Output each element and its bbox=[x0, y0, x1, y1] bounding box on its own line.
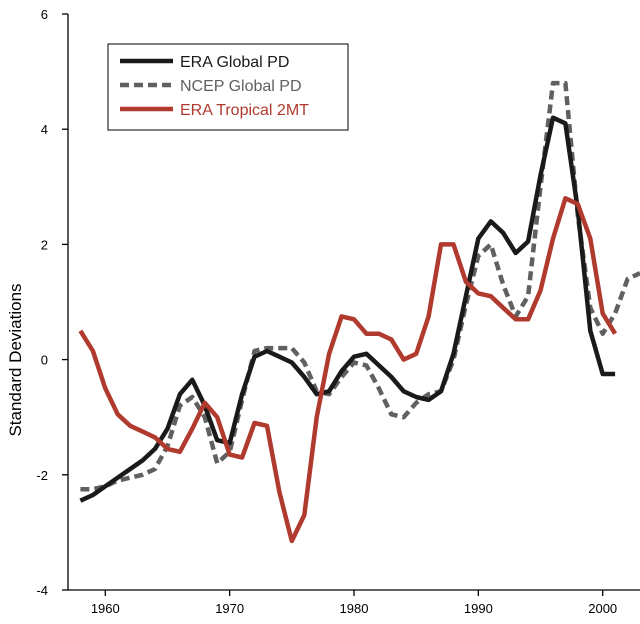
x-tick-label: 1990 bbox=[464, 601, 493, 616]
y-axis-label: Standard Deviations bbox=[6, 283, 25, 436]
x-tick-label: 2000 bbox=[588, 601, 617, 616]
x-tick-label: 1960 bbox=[91, 601, 120, 616]
y-tick-label: 4 bbox=[41, 122, 48, 137]
y-tick-label: -2 bbox=[36, 468, 48, 483]
y-tick-label: -4 bbox=[36, 583, 48, 598]
y-tick-label: 6 bbox=[41, 7, 48, 22]
legend-label-0: ERA Global PD bbox=[180, 54, 289, 71]
x-tick-label: 1980 bbox=[340, 601, 369, 616]
legend-label-2: ERA Tropical 2MT bbox=[180, 102, 309, 119]
legend-label-1: NCEP Global PD bbox=[180, 78, 302, 95]
series-line-ncep-global-pd bbox=[80, 80, 640, 492]
axes: -4 -2 0 2 4 6 1960 1970 1980 1990 2000 bbox=[36, 7, 640, 616]
series-line-era-global-pd bbox=[79, 115, 616, 503]
y-tick-label: 0 bbox=[41, 353, 48, 368]
x-tick-label: 1970 bbox=[215, 601, 244, 616]
series-layer bbox=[78, 80, 640, 544]
series-line-era-tropical-2mt bbox=[78, 196, 618, 544]
legend: ERA Global PD NCEP Global PD ERA Tropical … bbox=[107, 43, 349, 131]
y-tick-label: 2 bbox=[41, 237, 48, 252]
y-axis-label-group: Standard Deviations bbox=[6, 283, 25, 436]
